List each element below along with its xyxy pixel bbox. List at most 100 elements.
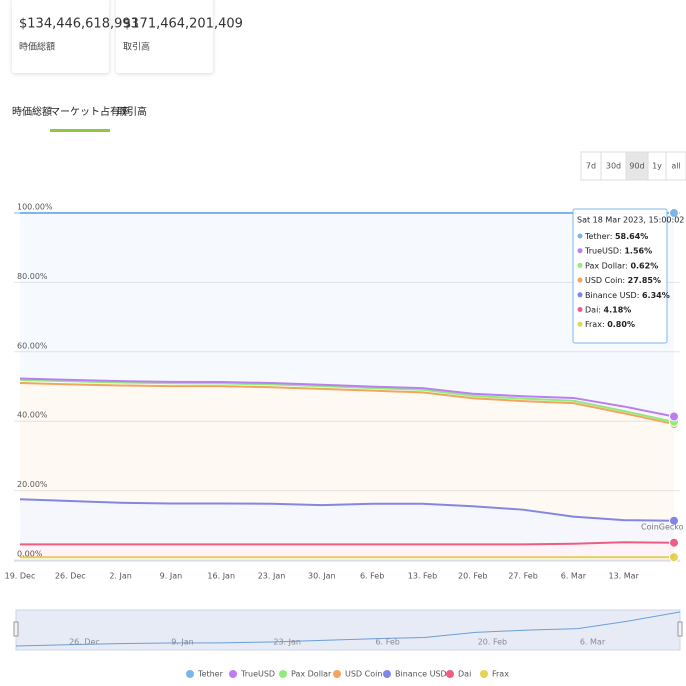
stat-card [116, 0, 213, 73]
tooltip-bullet [577, 262, 583, 268]
series-name: TrueUSD [584, 246, 619, 255]
value-label: 0.80% [607, 320, 635, 329]
legend-marker[interactable] [480, 670, 488, 678]
point [669, 515, 679, 526]
tooltip-row: Frax: 0.80% [585, 320, 635, 329]
y-tick-label: 40.00% [17, 411, 48, 420]
tooltip-bullet [577, 321, 583, 327]
navigator-handle[interactable] [677, 621, 683, 637]
x-tick-label: 26. Dec [55, 572, 86, 581]
x-tick-label: 23. Jan [258, 572, 286, 581]
legend-label[interactable]: TrueUSD [240, 670, 275, 679]
x-tick-label: 20. Feb [458, 572, 487, 581]
tooltip-row: Binance USD: 6.34% [585, 290, 670, 299]
tooltip-row: Tether: 58.64% [584, 232, 648, 241]
watermark: CoinGecko [641, 523, 684, 532]
x-tick-label: 6. Feb [360, 572, 384, 581]
legend-label[interactable]: Tether [197, 670, 224, 679]
navigator-label: 26. Dec [69, 638, 100, 647]
chart: 0.00% 20.00% 40.00% 60.00% 80.00% 100.00% 19. … [5, 203, 685, 679]
value-label: 58.64% [615, 232, 648, 241]
line [19, 498, 675, 522]
stat-label: 時価総額 [19, 41, 55, 53]
line [19, 378, 675, 423]
point [669, 552, 679, 563]
tooltip-bullet [577, 248, 583, 254]
legend-label[interactable]: Dai [458, 670, 471, 679]
legend-marker[interactable] [279, 670, 287, 678]
x-tick-label: 13. Mar [609, 572, 640, 581]
value-label: 0.62% [630, 261, 658, 270]
x-tick-label: 2. Jan [109, 572, 132, 581]
tab[interactable]: 時価総額 [12, 105, 52, 118]
navigator-label: 6. Mar [580, 638, 606, 647]
tooltip-bullet [577, 277, 583, 283]
value-label: 6.34% [642, 290, 670, 299]
tooltip-row: TrueUSD: 1.56% [584, 246, 652, 255]
x-tick-label: 16. Jan [207, 572, 235, 581]
x-tick-label: 19. Dec [5, 572, 36, 581]
y-tick-label: 80.00% [17, 272, 48, 281]
range-label: 1y [652, 162, 662, 171]
tooltip-bullet [577, 233, 583, 239]
range-button[interactable] [665, 151, 686, 181]
tab-active[interactable]: マーケット占有率 [50, 105, 130, 118]
tab[interactable]: 取引高 [117, 105, 147, 118]
line [20, 541, 675, 546]
area [20, 213, 674, 417]
stat-label: 取引高 [123, 41, 150, 53]
y-tick-label: 0.00% [17, 550, 43, 559]
legend-marker[interactable] [446, 670, 454, 678]
area [20, 542, 674, 558]
value-label: 1.56% [624, 246, 652, 255]
range-label: all [671, 162, 680, 171]
series-name: USD Coin [585, 276, 622, 285]
legend-marker[interactable] [383, 670, 391, 678]
range-label: 7d [586, 162, 596, 171]
tooltip-box [572, 208, 668, 344]
series-name: Tether [584, 232, 611, 241]
stat-card [12, 0, 109, 73]
area [20, 383, 674, 521]
y-tick-label: 20.00% [17, 480, 48, 489]
y-tick-label: 100.00% [17, 203, 53, 212]
separator: : [625, 261, 630, 270]
legend-label[interactable]: Pax Dollar [291, 670, 332, 679]
separator: : [610, 232, 615, 241]
legend-marker[interactable] [333, 670, 341, 678]
x-tick-label: 6. Mar [561, 572, 587, 581]
x-tick-label: 13. Feb [408, 572, 437, 581]
legend-label[interactable]: Binance USD [395, 670, 447, 679]
line [19, 377, 675, 418]
tooltip-bullet [577, 307, 583, 312]
tooltip-row: Pax Dollar: 0.62% [585, 261, 658, 270]
separator: : [619, 246, 624, 255]
point [669, 208, 679, 219]
range-label: 30d [606, 162, 621, 171]
separator: : [637, 290, 642, 299]
value-label: 4.18% [604, 305, 632, 314]
series-name: Dai [585, 305, 598, 314]
range-button[interactable] [600, 151, 627, 181]
legend-label[interactable]: Frax [492, 670, 509, 679]
range-label: 90d [629, 162, 644, 171]
legend-marker[interactable] [229, 670, 237, 678]
tab-underline [50, 129, 110, 132]
legend-label[interactable]: USD Coin [345, 670, 382, 679]
point [669, 411, 679, 422]
stat-value: $171,464,201,409 [123, 17, 243, 32]
area [20, 499, 674, 545]
point [669, 537, 679, 548]
stat-value: $134,446,618,993 [19, 17, 139, 32]
range-selector: 7d 30d 90d 1y all [580, 151, 686, 181]
separator: : [622, 276, 627, 285]
separator: : [602, 320, 607, 329]
navigator-label: 6. Feb [376, 638, 400, 647]
series-name: Binance USD [585, 290, 637, 299]
x-tick-label: 9. Jan [160, 572, 183, 581]
value-label: 27.85% [628, 276, 661, 285]
navigator-handle[interactable] [13, 621, 19, 637]
legend-marker[interactable] [186, 670, 194, 678]
series-name: Frax [585, 320, 602, 329]
